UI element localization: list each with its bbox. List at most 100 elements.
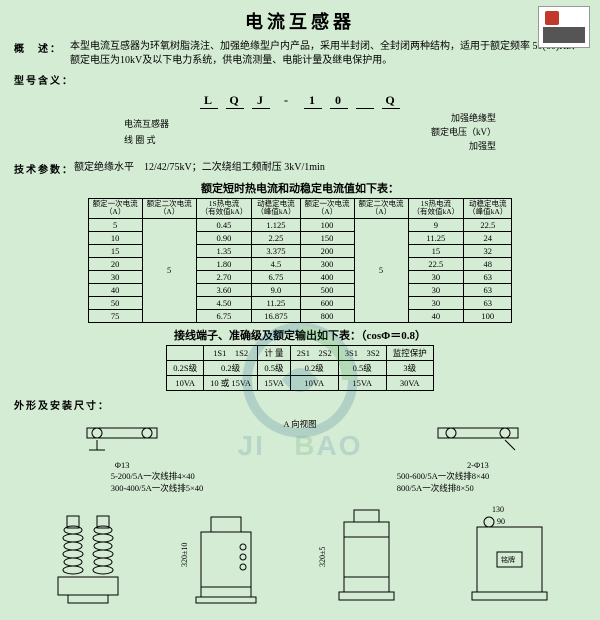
table-cell: 4.50	[196, 296, 252, 309]
table-cell: 400	[300, 270, 354, 283]
table-cell: 15	[408, 244, 464, 257]
table-cell: 24	[464, 231, 512, 244]
outline-drawing-4: 130 90 铭牌	[457, 502, 567, 612]
a-view-label: A 向视图	[283, 418, 316, 430]
table-cell: 200	[300, 244, 354, 257]
svg-text:铭牌: 铭牌	[501, 555, 515, 564]
table-cell: 30	[88, 270, 142, 283]
table-cell: 30	[408, 296, 464, 309]
phi-label: 2-Φ13	[423, 460, 533, 470]
product-thumbnail	[538, 6, 590, 48]
table-cell: 5	[354, 218, 408, 322]
outline-drawing-1	[33, 502, 143, 612]
table-cell: 40	[408, 309, 464, 322]
table-cell: 30	[408, 270, 464, 283]
overview-label: 概 述：	[14, 40, 70, 55]
table-cell: 75	[88, 309, 142, 322]
table-header: 1S热电流（有效值kA）	[196, 199, 252, 219]
svg-text:90: 90	[497, 517, 505, 526]
outline-drawings: 320±10 320±5 130 90 铭牌	[14, 502, 586, 612]
table-cell: 0.2S级	[167, 360, 204, 375]
table-cell: 22.5	[464, 218, 512, 231]
datasheet-page: 电流互感器 概 述： 本型电流互感器为环氧树脂浇注、加强绝缘型户内产品，采用半封…	[0, 0, 600, 620]
mount-note: 300-400/5A一次线排5×40	[111, 482, 204, 494]
table-cell: 2S1 2S2	[290, 345, 338, 360]
table-cell: 1S1 1S2	[204, 345, 258, 360]
table-cell: 10	[88, 231, 142, 244]
model-diagram: L Q J - 1 0 Q 电流互感器 线 圈 式 加强绝缘型 额定电压（kV）…	[14, 93, 586, 155]
table-cell: 1.125	[252, 218, 300, 231]
table-cell: 5	[88, 218, 142, 231]
tech-label: 技术参数：	[14, 161, 74, 176]
table-cell: 9.0	[252, 283, 300, 296]
table-cell	[167, 345, 204, 360]
table-cell: 32	[464, 244, 512, 257]
table-cell: 3S1 3S2	[338, 345, 386, 360]
page-title: 电流互感器	[14, 8, 586, 34]
svg-text:320±5: 320±5	[319, 546, 327, 566]
table-cell: 48	[464, 257, 512, 270]
table-cell: 500	[300, 283, 354, 296]
phi-label: Φ13	[67, 460, 177, 470]
table-cell: 1.35	[196, 244, 252, 257]
table-cell: 5	[142, 218, 196, 322]
model-tag: 电流互感器	[124, 117, 169, 130]
table-cell: 30VA	[386, 375, 433, 390]
table-header: 额定一次电流（A）	[300, 199, 354, 219]
table-cell: 3.375	[252, 244, 300, 257]
table-cell: 3.60	[196, 283, 252, 296]
table-cell: 30	[408, 283, 464, 296]
model-code: L Q J - 1 0 Q	[14, 93, 586, 109]
mount-diagram-right	[423, 418, 533, 458]
table-cell: 2.70	[196, 270, 252, 283]
model-tag: 线 圈 式	[124, 133, 156, 146]
mount-diagram-left	[67, 418, 177, 458]
table-cell: 监控保护	[386, 345, 433, 360]
model-tag: 加强型	[469, 139, 496, 152]
table-header: 动稳定电流（峰值kA）	[252, 199, 300, 219]
outline-drawing-2: 320±10	[181, 502, 281, 612]
table-header: 额定二次电流（A）	[354, 199, 408, 219]
table-cell: 150	[300, 231, 354, 244]
a-view-diagrams: Φ13 A 向视图 2-Φ13	[14, 418, 586, 470]
mount-note: 800/5A一次线排8×50	[397, 482, 490, 494]
table-cell: 63	[464, 270, 512, 283]
outline-drawing-3: 320±5	[319, 502, 419, 612]
table-cell: 0.5级	[338, 360, 386, 375]
table-cell: 0.90	[196, 231, 252, 244]
table-cell: 0.2级	[290, 360, 338, 375]
table-cell: 计 量	[258, 345, 291, 360]
model-tag: 加强绝缘型	[451, 111, 496, 124]
outline-label: 外形及安装尺寸：	[14, 397, 110, 412]
table-header: 额定二次电流（A）	[142, 199, 196, 219]
table-cell: 800	[300, 309, 354, 322]
table-cell: 1.80	[196, 257, 252, 270]
table-cell: 100	[464, 309, 512, 322]
table-cell: 0.45	[196, 218, 252, 231]
table-cell: 15	[88, 244, 142, 257]
table-cell: 40	[88, 283, 142, 296]
table-cell: 11.25	[252, 296, 300, 309]
table-cell: 11.25	[408, 231, 464, 244]
table-cell: 3级	[386, 360, 433, 375]
table-cell: 600	[300, 296, 354, 309]
table-header: 动稳定电流（峰值kA）	[464, 199, 512, 219]
table-cell: 10VA	[290, 375, 338, 390]
table-cell: 0.5级	[258, 360, 291, 375]
table-cell: 100	[300, 218, 354, 231]
terminal-table: 1S1 1S2计 量2S1 2S23S1 3S2监控保护0.2S级0.2级0.5…	[166, 345, 433, 391]
tech-text: 额定绝缘水平 12/42/75kV；二次绕组工频耐压 3kV/1min	[74, 161, 586, 175]
mount-note: 500-600/5A一次线排8×40	[397, 470, 490, 482]
svg-text:130: 130	[492, 505, 504, 514]
table-cell: 20	[88, 257, 142, 270]
table-cell: 15VA	[258, 375, 291, 390]
table-cell: 0.2级	[204, 360, 258, 375]
model-label: 型号含义：	[14, 72, 74, 87]
table-cell: 63	[464, 296, 512, 309]
table-cell: 2.25	[252, 231, 300, 244]
table-cell: 50	[88, 296, 142, 309]
table1-title: 额定短时热电流和动稳定电流值如下表：	[14, 180, 586, 196]
table-cell: 63	[464, 283, 512, 296]
svg-text:320±10: 320±10	[181, 542, 189, 566]
table-cell: 9	[408, 218, 464, 231]
